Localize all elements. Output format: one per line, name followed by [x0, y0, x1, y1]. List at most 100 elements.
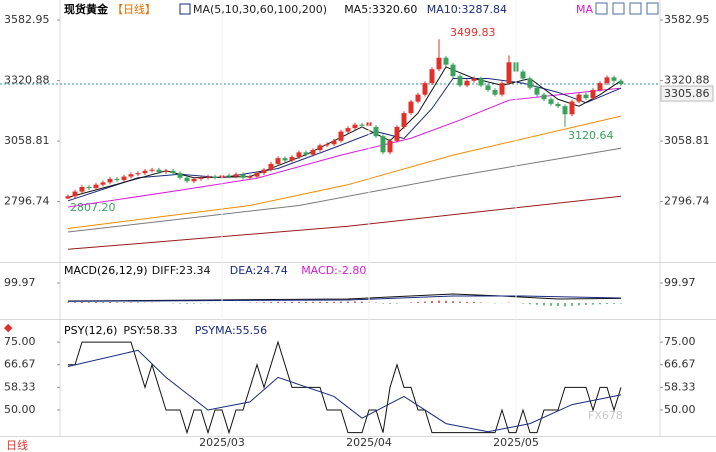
legend-entry: DIFF:23.34	[152, 264, 211, 277]
candle-body	[436, 57, 442, 70]
candle-body	[590, 90, 596, 99]
candle-body	[79, 186, 85, 192]
y-tick-label: 66.67	[4, 358, 36, 371]
y-tick-label-right: 3320.88	[664, 74, 710, 87]
candle-body	[492, 90, 498, 95]
candle-body	[205, 176, 211, 178]
candle-body	[261, 169, 267, 174]
candle-body	[121, 176, 127, 181]
candle-body	[296, 152, 302, 157]
candle-body	[128, 174, 134, 177]
legend-entry: PSYMA:55.56	[195, 324, 267, 337]
icon[interactable]	[646, 2, 659, 15]
candle-body	[506, 62, 512, 84]
candle-body	[597, 83, 603, 91]
series-line	[67, 349, 622, 433]
candle-body	[380, 136, 386, 153]
last-price-box	[660, 85, 714, 102]
y-tick-label: 3582.95	[4, 13, 50, 26]
candle-body	[583, 94, 589, 99]
candle-body	[604, 77, 610, 84]
candle-body	[541, 94, 547, 100]
candle-body	[268, 163, 274, 170]
candle-body	[457, 76, 463, 86]
candle-body	[548, 99, 554, 104]
candle-body	[534, 87, 540, 95]
psy-title: PSY(12,6)	[64, 324, 117, 337]
candle-body	[303, 152, 309, 155]
candle-body	[149, 169, 155, 171]
candle-body	[184, 177, 190, 182]
y-tick-label-right: 2796.74	[664, 195, 710, 208]
y-tick-label-right: 66.67	[664, 358, 696, 371]
y-tick-label-right: 3058.81	[664, 134, 710, 147]
candle-body	[72, 191, 78, 197]
candle-body	[562, 106, 568, 115]
y-tick-label-right: 75.00	[664, 335, 696, 348]
candle-body	[527, 78, 533, 88]
candle-body	[401, 113, 407, 127]
candle-body	[338, 131, 344, 141]
frame	[0, 0, 716, 437]
candle-body	[618, 80, 624, 85]
candle-body	[422, 83, 428, 95]
candle-body	[247, 176, 253, 178]
candle-body	[93, 184, 99, 189]
candle-body	[408, 101, 414, 114]
last-price-label: 3305.86	[664, 87, 710, 100]
period-switch[interactable]: 日线	[6, 438, 28, 452]
y-tick-label-right: 3582.95	[664, 13, 710, 26]
candle-body	[331, 140, 337, 145]
series-line	[67, 66, 622, 198]
y-tick-label: 2796.74	[4, 195, 50, 208]
candle-body	[450, 64, 456, 77]
candle-body	[198, 177, 204, 179]
y-tick-label: 75.00	[4, 335, 36, 348]
candle-body	[359, 124, 365, 126]
candle-body	[569, 101, 575, 115]
candle-body	[86, 186, 92, 189]
y-tick-label: 3058.81	[4, 134, 50, 147]
y-tick-label: 58.33	[4, 380, 36, 393]
candle-body	[135, 173, 141, 175]
candle-body	[177, 173, 183, 178]
y-tick-label-right: 50.00	[664, 403, 696, 416]
candle-body	[555, 103, 561, 107]
candle-body	[352, 124, 358, 129]
y-tick-label: 3320.88	[4, 74, 50, 87]
legend-entry: PSY:58.33	[123, 324, 177, 337]
icon[interactable]	[629, 2, 642, 15]
icon[interactable]	[595, 2, 608, 15]
candle-body	[114, 178, 120, 181]
y-tick-label: 50.00	[4, 403, 36, 416]
toolbar-icons	[595, 2, 659, 15]
candle-body	[240, 174, 246, 178]
legend-entry: MA10:3287.84	[427, 3, 507, 16]
candle-body	[520, 71, 526, 79]
candle-body	[170, 170, 176, 174]
candle-body	[156, 169, 162, 172]
high-annotation: 3499.83	[450, 26, 496, 39]
candle-body	[163, 170, 169, 172]
legend-entry: MA5:3320.60	[344, 3, 417, 16]
candle-body	[394, 126, 400, 141]
legend-entry: MACD:-2.80	[301, 264, 366, 277]
watermark: FX678	[588, 409, 623, 422]
series-line	[67, 147, 622, 233]
legend-entry: MA	[576, 3, 593, 16]
icon[interactable]	[612, 2, 625, 15]
x-tick-label: 2025/03	[199, 436, 245, 449]
period-title[interactable]: 【日线】	[112, 2, 156, 16]
candle-body	[576, 94, 582, 102]
candle-body	[317, 145, 323, 151]
candle-body	[212, 176, 218, 178]
candle-body	[107, 178, 113, 183]
ma-settings-icon[interactable]	[179, 3, 191, 15]
candle-body	[373, 126, 379, 137]
candle-body	[254, 173, 260, 177]
ma-legend-title: MA(5,10,30,60,100,200)	[193, 3, 327, 16]
legend-entry: DEA:24.74	[230, 264, 288, 277]
candle-body	[191, 178, 197, 182]
